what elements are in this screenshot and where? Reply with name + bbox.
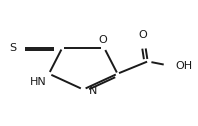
Text: HN: HN xyxy=(30,77,47,87)
Text: O: O xyxy=(138,30,147,40)
Text: OH: OH xyxy=(175,61,192,71)
Text: N: N xyxy=(89,86,97,96)
Text: O: O xyxy=(98,35,107,45)
Text: S: S xyxy=(9,43,16,53)
